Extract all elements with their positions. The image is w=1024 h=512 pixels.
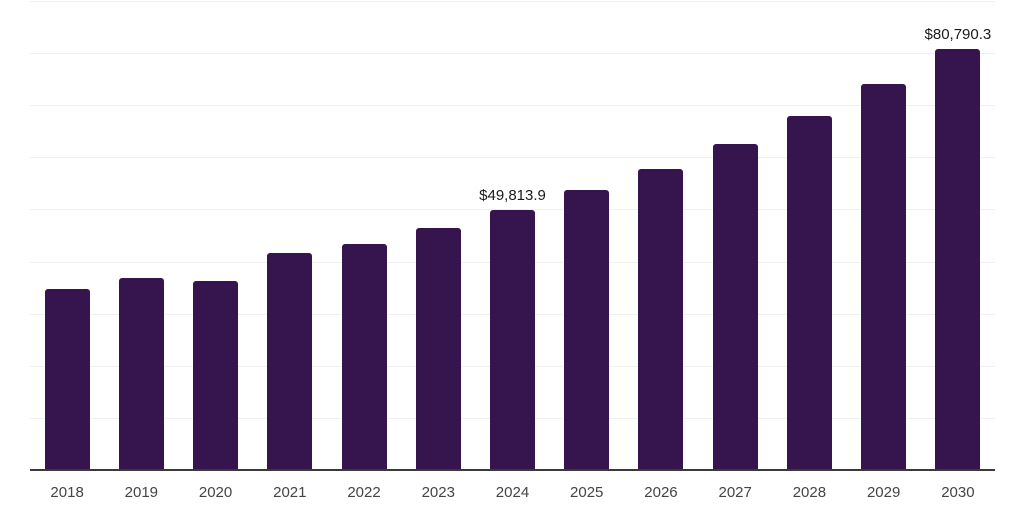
bar-2018	[44, 289, 90, 470]
bar-2021	[267, 253, 313, 470]
bar-2029	[861, 84, 907, 470]
x-tick-label-2019: 2019	[124, 484, 159, 501]
x-tick-label-2027: 2027	[718, 484, 752, 501]
bar-2027	[712, 144, 758, 470]
bar-2023	[415, 227, 461, 470]
x-axis-line	[30, 469, 995, 471]
x-tick-label-2021: 2021	[273, 484, 307, 501]
gridline	[30, 105, 995, 107]
x-tick-label-2026: 2026	[644, 484, 678, 501]
bar-2024	[490, 210, 535, 470]
bar-2025	[564, 190, 610, 470]
x-tick-label-2030: 2030	[941, 484, 975, 501]
bar-2028	[786, 115, 832, 470]
data-label-2030: $80,790.3	[924, 25, 992, 43]
bar-2022	[341, 244, 387, 470]
data-label-2024: $49,813.9	[479, 187, 546, 205]
gridline	[30, 53, 995, 55]
x-tick-label-2022: 2022	[347, 484, 381, 501]
bar-2026	[638, 168, 684, 470]
x-tick-label-2018: 2018	[50, 484, 84, 501]
x-tick-label-2028: 2028	[792, 484, 827, 501]
x-tick-label-2020: 2020	[198, 484, 233, 501]
bar-2030	[935, 48, 981, 470]
gridline	[30, 1, 995, 2]
bar-2020	[193, 280, 239, 470]
bar-2019	[118, 278, 164, 470]
x-tick-label-2025: 2025	[570, 484, 604, 501]
gridline	[30, 157, 995, 159]
x-tick-label-2029: 2029	[866, 484, 901, 501]
x-tick-label-2024: 2024	[495, 484, 530, 501]
x-tick-label-2023: 2023	[421, 484, 455, 501]
